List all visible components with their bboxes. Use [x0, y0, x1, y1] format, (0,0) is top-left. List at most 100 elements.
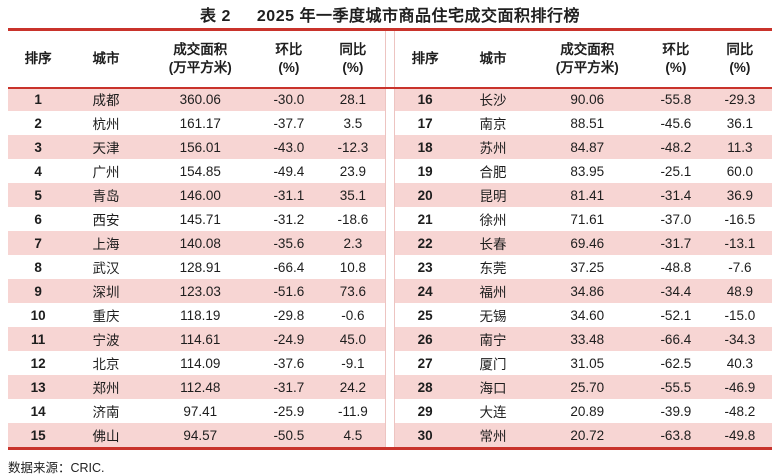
- table-row: 25 无锡 34.60 -52.1 -15.0: [395, 303, 772, 327]
- cell-rank: 13: [30, 379, 46, 395]
- cell-yoy: -7.6: [728, 259, 752, 275]
- table-row: 29 大连 20.89 -39.9 -48.2: [395, 399, 772, 423]
- cell-yoy: 24.2: [339, 379, 367, 395]
- cell-area: 83.95: [570, 163, 605, 179]
- cell-mom: -49.4: [273, 163, 305, 179]
- cell-area: 161.17: [179, 115, 221, 131]
- cell-rank: 15: [30, 427, 46, 443]
- cell-area: 156.01: [179, 139, 221, 155]
- cell-yoy: -13.1: [724, 235, 756, 251]
- cell-area: 25.70: [570, 379, 605, 395]
- cell-mom: -31.4: [660, 187, 692, 203]
- cell-rank: 14: [30, 403, 46, 419]
- table-row: 15 佛山 94.57 -50.5 4.5: [8, 423, 385, 447]
- cell-rank: 26: [417, 331, 433, 347]
- cell-mom: -34.4: [660, 283, 692, 299]
- cell-city: 昆明: [479, 189, 507, 204]
- table-row: 27 厦门 31.05 -62.5 40.3: [395, 351, 772, 375]
- table-row: 6 西安 145.71 -31.2 -18.6: [8, 207, 385, 231]
- cell-city: 长春: [479, 237, 507, 252]
- col-header-area-line1: 成交面积: [173, 42, 228, 57]
- col-header-yoy: 同比 (%): [321, 41, 385, 77]
- table-center-gap: [385, 31, 395, 447]
- cell-area: 154.85: [179, 163, 221, 179]
- cell-area: 145.71: [179, 211, 221, 227]
- cell-mom: -24.9: [273, 331, 305, 347]
- col-header-mom-line2: (%): [665, 60, 687, 75]
- cell-area: 90.06: [570, 91, 605, 107]
- col-header-yoy-line1: 同比: [339, 42, 367, 57]
- col-header-yoy: 同比 (%): [708, 41, 772, 77]
- cell-rank: 30: [417, 427, 433, 443]
- cell-area: 31.05: [570, 355, 605, 371]
- cell-area: 34.86: [570, 283, 605, 299]
- cell-yoy: 73.6: [339, 283, 367, 299]
- cell-city: 深圳: [92, 285, 120, 300]
- cell-yoy: 10.8: [339, 259, 367, 275]
- cell-yoy: 45.0: [339, 331, 367, 347]
- table-row: 24 福州 34.86 -34.4 48.9: [395, 279, 772, 303]
- cell-rank: 11: [31, 331, 46, 347]
- col-header-area-line2: (万平方米): [168, 60, 232, 75]
- cell-city: 徐州: [479, 213, 507, 228]
- cell-area: 123.03: [179, 283, 221, 299]
- table-row: 20 昆明 81.41 -31.4 36.9: [395, 183, 772, 207]
- table-number-label: 表 2: [200, 8, 231, 25]
- cell-rank: 23: [417, 259, 433, 275]
- cell-area: 71.61: [570, 211, 605, 227]
- col-header-yoy-line2: (%): [342, 60, 364, 75]
- cell-city: 海口: [479, 381, 507, 396]
- cell-mom: -66.4: [660, 331, 692, 347]
- cell-mom: -37.6: [273, 355, 305, 371]
- cell-rank: 16: [417, 91, 433, 107]
- cell-mom: -50.5: [273, 427, 305, 443]
- table-row: 4 广州 154.85 -49.4 23.9: [8, 159, 385, 183]
- cell-mom: -37.7: [273, 115, 305, 131]
- col-header-yoy-line2: (%): [729, 60, 751, 75]
- cell-mom: -25.9: [273, 403, 305, 419]
- cell-mom: -25.1: [660, 163, 692, 179]
- cell-area: 34.60: [570, 307, 605, 323]
- cell-rank: 6: [34, 211, 42, 227]
- col-header-city-label: 城市: [92, 51, 120, 66]
- cell-rank: 10: [30, 307, 46, 323]
- data-source-note: 数据来源：CRIC.: [8, 461, 105, 475]
- table-row: 17 南京 88.51 -45.6 36.1: [395, 111, 772, 135]
- table-row: 30 常州 20.72 -63.8 -49.8: [395, 423, 772, 447]
- cell-rank: 12: [30, 355, 46, 371]
- cell-yoy: -49.8: [724, 427, 756, 443]
- cell-rank: 9: [34, 283, 42, 299]
- cell-city: 天津: [92, 141, 120, 156]
- table-row: 16 长沙 90.06 -55.8 -29.3: [395, 87, 772, 111]
- table-row: 22 长春 69.46 -31.7 -13.1: [395, 231, 772, 255]
- cell-yoy: -46.9: [724, 379, 756, 395]
- cell-city: 宁波: [92, 333, 120, 348]
- cell-area: 81.41: [570, 187, 605, 203]
- cell-yoy: 4.5: [343, 427, 363, 443]
- cell-city: 东莞: [479, 261, 507, 276]
- cell-yoy: -29.3: [724, 91, 756, 107]
- cell-mom: -31.7: [273, 379, 305, 395]
- cell-mom: -45.6: [660, 115, 692, 131]
- table-row: 2 杭州 161.17 -37.7 3.5: [8, 111, 385, 135]
- cell-yoy: 35.1: [339, 187, 367, 203]
- cell-yoy: 2.3: [343, 235, 363, 251]
- table-row: 23 东莞 37.25 -48.8 -7.6: [395, 255, 772, 279]
- table-row: 13 郑州 112.48 -31.7 24.2: [8, 375, 385, 399]
- table-row: 12 北京 114.09 -37.6 -9.1: [8, 351, 385, 375]
- cell-area: 88.51: [570, 115, 605, 131]
- cell-yoy: 40.3: [726, 355, 754, 371]
- cell-mom: -30.0: [273, 91, 305, 107]
- cell-mom: -48.2: [660, 139, 692, 155]
- cell-city: 郑州: [92, 381, 120, 396]
- cell-area: 20.89: [570, 403, 605, 419]
- cell-city: 北京: [92, 357, 120, 372]
- cell-yoy: 3.5: [343, 115, 363, 131]
- table-row: 10 重庆 118.19 -29.8 -0.6: [8, 303, 385, 327]
- cell-city: 南宁: [479, 333, 507, 348]
- cell-mom: -31.1: [273, 187, 305, 203]
- cell-yoy: -0.6: [341, 307, 365, 323]
- cell-mom: -55.8: [660, 91, 692, 107]
- cell-city: 佛山: [92, 429, 120, 444]
- cell-rank: 5: [34, 187, 42, 203]
